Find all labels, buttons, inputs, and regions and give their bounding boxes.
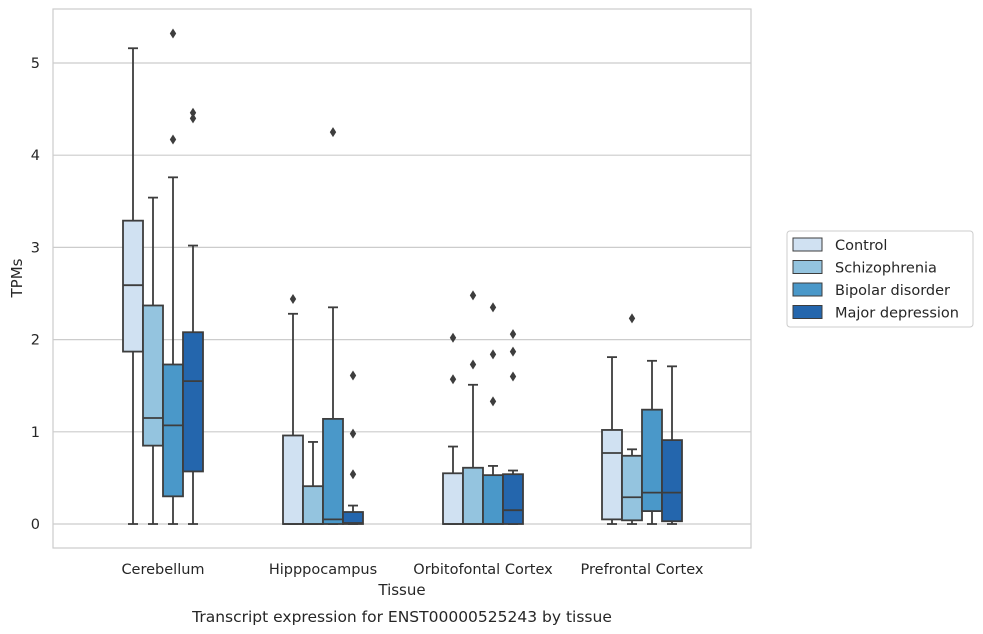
box-major-depression [661,365,683,525]
x-tick-labels: Cerebellum Hipppocampus Orbitofontal Corte… [121,562,703,578]
box-bipolar-disorder [482,302,504,525]
box-control [282,294,304,525]
box-body [661,439,683,523]
box-body [182,331,204,473]
box-body [462,466,484,525]
outlier-point [489,302,497,313]
outlier-point [489,349,497,360]
box-body [621,454,643,522]
box-major-depression [182,107,204,525]
box-body [442,472,464,525]
box-schizophrenia [302,441,324,525]
legend: Control Schizophrenia Bipolar disorder Majo… [786,230,974,328]
y-tick-label: 2 [31,333,40,349]
outlier-point [289,294,297,305]
legend-swatch [792,305,823,319]
x-axis-label: Tissue [377,581,425,599]
y-tick-labels: 0 1 2 3 4 5 [31,56,40,533]
y-tick-label: 0 [31,517,40,533]
outlier-point [509,346,517,357]
legend-frame [786,230,974,328]
outlier-point [449,374,457,385]
outlier-point [169,28,177,39]
box-body [142,304,164,447]
box-bipolar-disorder [322,127,344,525]
plot-frame [52,8,752,549]
box-body [342,511,364,525]
outlier-point [449,332,457,343]
outlier-point [509,371,517,382]
box-body [322,417,344,525]
box-control [601,356,623,525]
legend-label: Control [835,238,887,254]
box-schizophrenia [142,196,164,525]
y-tick-label: 4 [31,148,40,164]
outlier-point [329,127,337,138]
box-body [601,429,623,521]
x-tick-label: Cerebellum [121,562,204,578]
outlier-point [189,107,197,118]
box-body [502,473,524,525]
outlier-point [509,329,517,340]
x-tick-label: Hipppocampus [269,562,377,578]
chart-caption: Transcript expression for ENST0000052524… [191,608,612,626]
box-bipolar-disorder [641,359,663,525]
box-body [482,474,504,525]
y-axis-label: TPMs [8,258,26,298]
box-bipolar-disorder [162,28,184,525]
x-tick-label: Prefrontal Cortex [581,562,704,578]
outlier-point [469,290,477,301]
outlier-point [169,134,177,145]
box-body [162,363,184,498]
y-tick-label: 1 [31,425,40,441]
y-tick-label: 5 [31,56,40,72]
outlier-point [189,113,197,124]
outlier-point [349,469,357,480]
box-body [122,219,144,353]
x-tick-label: Orbitofontal Cortex [413,562,553,578]
box-plot-series [122,28,683,525]
box-schizophrenia [462,290,484,525]
box-schizophrenia [621,313,643,525]
box-control [442,332,464,525]
legend-swatch [792,237,823,252]
box-body [282,434,304,525]
legend-label: Major depression [835,306,959,322]
box-major-depression [502,329,524,525]
outlier-point [628,313,636,324]
legend-swatch [792,282,823,297]
outlier-point [489,396,497,407]
legend-label: Schizophrenia [835,261,937,277]
y-tick-label: 3 [31,240,40,256]
legend-label: Bipolar disorder [835,283,950,299]
box-body [302,485,324,525]
box-major-depression [342,370,364,525]
outlier-point [469,359,477,370]
outlier-point [349,370,357,381]
legend-swatch [792,260,823,274]
box-control [122,47,144,525]
box-body [641,408,663,512]
outlier-point [349,428,357,439]
